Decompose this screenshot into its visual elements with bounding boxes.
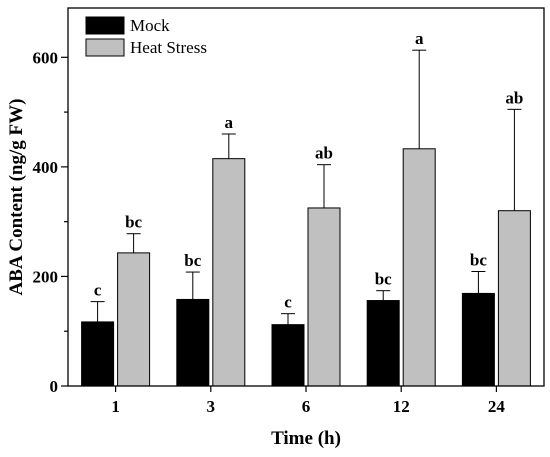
legend: Mock Heat Stress [85,16,207,57]
y-tick-label-600: 600 [33,48,59,67]
error-bars-layer [90,49,522,325]
x-axis-title: Time (h) [271,428,341,449]
significance-labels-layer: c bc bc a c ab bc a bc ab [94,29,524,312]
significance-label-heat-stress-1: bc [125,213,142,232]
legend-label-mock: Mock [130,16,170,35]
significance-label-heat-stress-6: ab [315,144,333,163]
bar-mock-3 [176,298,210,387]
bar-heat-stress-3 [212,158,246,387]
y-axis-ticks: 0 200 400 600 [33,48,68,396]
bar-mock-1 [81,321,115,387]
significance-label-heat-stress-12: a [415,29,424,48]
legend-swatch-mock [85,16,125,35]
x-tick-label-6: 6 [302,397,311,416]
x-tick-label-12: 12 [393,397,410,416]
significance-label-heat-stress-24: ab [505,88,523,107]
bar-heat-stress-1 [117,252,151,387]
x-tick-label-1: 1 [111,397,120,416]
x-axis-ticks: 1 3 6 12 24 [111,386,505,416]
legend-label-heat-stress: Heat Stress [130,38,207,57]
significance-label-mock-12: bc [375,270,392,289]
bars-layer [81,148,531,387]
x-tick-label-24: 24 [488,397,506,416]
significance-label-mock-1: c [94,281,102,300]
bar-heat-stress-12 [402,148,436,387]
legend-swatch-heat-stress [85,38,125,57]
bar-mock-24 [461,292,495,387]
significance-label-mock-6: c [284,293,292,312]
bar-mock-12 [366,300,400,387]
y-tick-label-200: 200 [33,267,59,286]
significance-label-heat-stress-3: a [225,113,234,132]
y-tick-label-400: 400 [33,158,59,177]
x-tick-label-3: 3 [207,397,216,416]
significance-label-mock-3: bc [184,251,201,270]
y-axis-title: ABA Content (ng/g FW) [6,99,27,296]
bar-heat-stress-24 [497,210,531,387]
significance-label-mock-24: bc [470,251,487,270]
bar-mock-6 [271,324,305,387]
y-tick-label-0: 0 [50,377,59,396]
bar-heat-stress-6 [307,207,341,387]
